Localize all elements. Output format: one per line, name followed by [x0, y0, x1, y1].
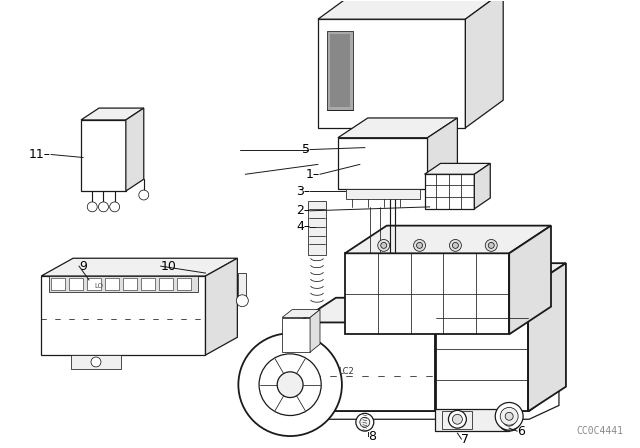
Text: 10: 10	[161, 260, 177, 273]
Polygon shape	[345, 226, 551, 253]
Polygon shape	[126, 108, 144, 191]
Circle shape	[91, 357, 101, 367]
Polygon shape	[465, 0, 503, 128]
Bar	[327, 31, 353, 110]
Polygon shape	[345, 253, 509, 334]
Text: 7: 7	[461, 432, 469, 445]
Circle shape	[417, 242, 422, 248]
Text: 2–: 2–	[296, 204, 310, 217]
Text: 3–: 3–	[296, 185, 310, 198]
Text: 11–: 11–	[29, 148, 51, 161]
Polygon shape	[81, 120, 126, 191]
Circle shape	[449, 240, 461, 251]
Circle shape	[236, 295, 248, 306]
Polygon shape	[298, 323, 435, 411]
Polygon shape	[318, 19, 465, 128]
Polygon shape	[81, 108, 144, 120]
Circle shape	[449, 410, 467, 428]
Bar	[238, 273, 246, 298]
Circle shape	[99, 202, 108, 212]
Circle shape	[378, 240, 390, 251]
Polygon shape	[318, 0, 503, 19]
Text: LC2: LC2	[339, 367, 354, 376]
Polygon shape	[41, 276, 205, 355]
Circle shape	[452, 414, 462, 424]
Polygon shape	[41, 258, 237, 276]
Bar	[71, 355, 121, 369]
Text: LO: LO	[94, 283, 103, 289]
Bar	[308, 201, 326, 255]
Circle shape	[238, 333, 342, 436]
Polygon shape	[282, 310, 320, 318]
Polygon shape	[424, 164, 490, 174]
Circle shape	[259, 354, 321, 415]
Circle shape	[87, 202, 97, 212]
Circle shape	[488, 242, 494, 248]
Circle shape	[505, 412, 513, 420]
Text: 6: 6	[517, 425, 525, 438]
Polygon shape	[282, 318, 310, 352]
Polygon shape	[509, 226, 551, 334]
Polygon shape	[436, 288, 528, 411]
Circle shape	[356, 414, 374, 431]
Text: CC0C4441: CC0C4441	[577, 426, 623, 436]
Circle shape	[485, 240, 497, 251]
Bar	[159, 278, 173, 290]
Text: 1–: 1–	[306, 168, 320, 181]
Circle shape	[452, 242, 458, 248]
Bar	[49, 276, 198, 292]
Polygon shape	[275, 390, 559, 419]
Text: 4–: 4–	[296, 220, 310, 233]
Circle shape	[413, 240, 426, 251]
Circle shape	[500, 407, 518, 425]
Polygon shape	[474, 164, 490, 209]
Circle shape	[139, 190, 148, 200]
Circle shape	[277, 372, 303, 397]
Text: 8: 8	[368, 430, 376, 443]
Circle shape	[503, 414, 515, 426]
Bar	[442, 411, 472, 429]
Bar	[51, 278, 65, 290]
Circle shape	[495, 402, 523, 430]
Bar	[123, 278, 137, 290]
Bar	[105, 278, 119, 290]
Polygon shape	[424, 174, 474, 209]
Bar	[346, 189, 420, 199]
Bar	[141, 278, 155, 290]
Polygon shape	[528, 263, 566, 411]
Text: 9: 9	[79, 260, 87, 273]
Polygon shape	[205, 258, 237, 355]
Polygon shape	[436, 263, 566, 288]
Circle shape	[498, 409, 520, 431]
Polygon shape	[338, 118, 458, 138]
Polygon shape	[435, 298, 474, 411]
Bar	[87, 278, 101, 290]
Circle shape	[381, 242, 387, 248]
Polygon shape	[310, 310, 320, 352]
Bar	[435, 409, 509, 431]
Circle shape	[360, 417, 370, 427]
Bar	[330, 34, 350, 107]
Polygon shape	[298, 298, 474, 323]
Polygon shape	[338, 138, 428, 189]
Circle shape	[109, 202, 120, 212]
Bar	[69, 278, 83, 290]
Polygon shape	[428, 118, 458, 189]
Text: 5: 5	[302, 143, 310, 156]
Bar	[177, 278, 191, 290]
